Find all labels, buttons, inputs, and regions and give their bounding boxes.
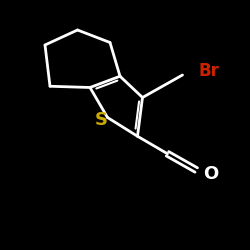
Text: Br: Br xyxy=(198,62,219,80)
Text: O: O xyxy=(204,165,219,183)
Text: S: S xyxy=(95,111,108,129)
